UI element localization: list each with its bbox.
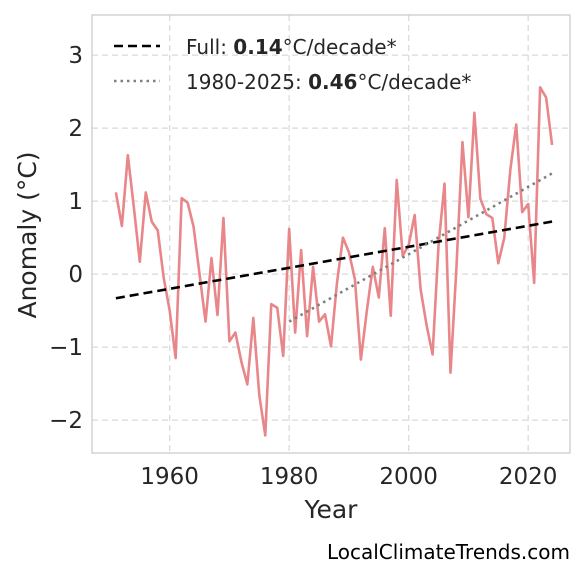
- y-axis-title: Anomaly (°C): [13, 151, 42, 318]
- y-tick-label: −2: [49, 408, 83, 434]
- y-tick-label: 2: [68, 116, 83, 142]
- recent-trend-line: [288, 172, 553, 323]
- grid: [92, 15, 570, 453]
- y-tick-label: 1: [68, 189, 83, 215]
- x-tick-labels: 1960 1980 2000 2020: [140, 464, 557, 490]
- legend-recent-prefix: 1980-2025:: [186, 70, 308, 94]
- plot-frame: [91, 14, 571, 454]
- y-tick-label: 0: [68, 262, 83, 288]
- x-tick-label: 1980: [260, 464, 319, 490]
- x-axis-title: Year: [304, 495, 359, 524]
- legend-full-suffix: °C/decade*: [283, 35, 397, 59]
- legend-full-prefix: Full:: [186, 35, 233, 59]
- legend-full-value: 0.14: [233, 35, 282, 59]
- legend-label-recent: 1980-2025: 0.46°C/decade*: [186, 70, 471, 94]
- legend-recent-suffix: °C/decade*: [357, 70, 471, 94]
- y-tick-labels: −2 −1 0 1 2 3: [49, 43, 83, 434]
- legend-label-full: Full: 0.14°C/decade*: [186, 35, 397, 59]
- y-tick-label: 3: [68, 43, 83, 69]
- x-tick-label: 1960: [140, 464, 199, 490]
- x-tick-label: 2000: [379, 464, 438, 490]
- x-tick-label: 2020: [499, 464, 558, 490]
- legend: Full: 0.14°C/decade* 1980-2025: 0.46°C/d…: [114, 35, 471, 94]
- credit-text: LocalClimateTrends.com: [327, 540, 570, 564]
- full-trend-line: [115, 220, 553, 300]
- series-layer: [114, 85, 554, 437]
- legend-recent-value: 0.46: [308, 70, 357, 94]
- trend-layer: [115, 172, 553, 323]
- y-tick-label: −1: [49, 335, 83, 361]
- anomaly-series-line: [114, 85, 554, 437]
